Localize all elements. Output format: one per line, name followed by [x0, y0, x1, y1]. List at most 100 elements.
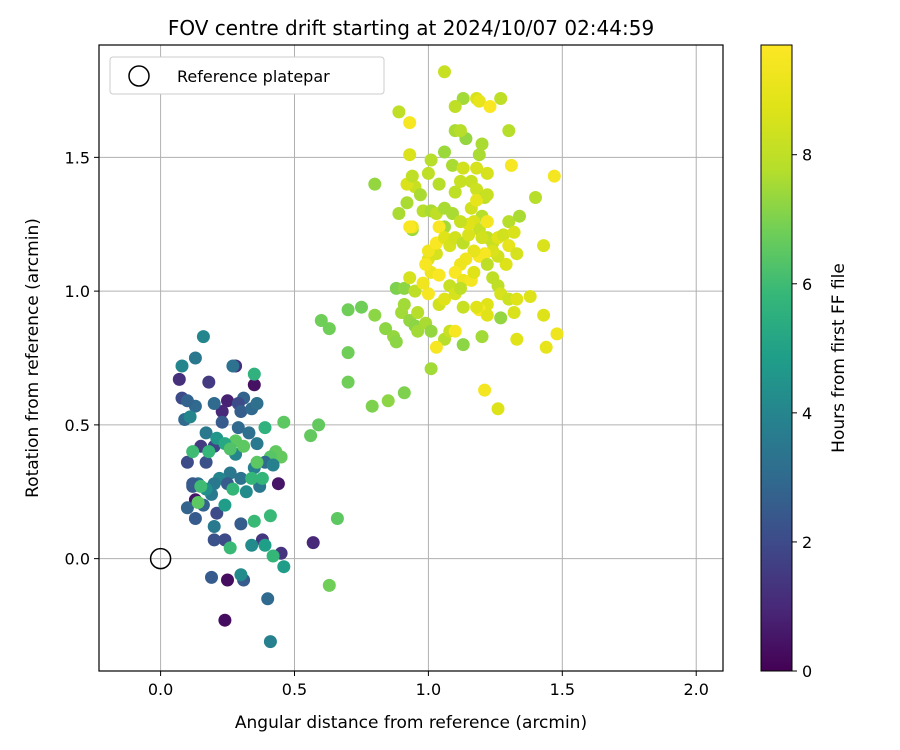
- data-point: [537, 308, 551, 322]
- data-point: [172, 372, 186, 386]
- data-point: [438, 292, 451, 306]
- data-point: [480, 166, 494, 180]
- data-point: [510, 332, 524, 346]
- data-point: [462, 228, 476, 242]
- x-tick-label: 1.5: [550, 680, 575, 699]
- y-axis-label: Rotation from reference (arcmin): [23, 218, 43, 498]
- data-point: [413, 188, 427, 202]
- data-point: [475, 231, 489, 245]
- data-point: [507, 225, 521, 239]
- data-point: [507, 306, 521, 319]
- data-point: [496, 228, 510, 242]
- data-point: [274, 450, 288, 464]
- colorbar-tick-label: 0: [802, 662, 812, 681]
- data-point: [218, 498, 232, 512]
- data-point: [237, 439, 251, 453]
- data-point: [365, 399, 379, 413]
- data-point: [277, 560, 291, 574]
- data-point: [234, 517, 248, 531]
- data-point: [263, 635, 277, 649]
- data-point: [242, 426, 256, 440]
- data-point: [322, 322, 336, 336]
- data-point: [355, 300, 368, 314]
- data-point: [424, 324, 438, 338]
- x-axis-ticks: 0.0 0.5 1.0 1.5 2.0: [148, 671, 709, 699]
- colorbar-ticks: 0 2 4 6 8: [792, 146, 812, 681]
- data-point: [411, 306, 425, 319]
- data-point: [223, 541, 237, 555]
- data-point: [186, 445, 200, 459]
- data-point: [202, 375, 216, 389]
- legend-marker: [128, 65, 150, 87]
- data-point: [550, 327, 564, 341]
- data-point: [379, 322, 393, 336]
- data-point: [499, 257, 513, 271]
- x-axis-label: Angular distance from reference (arcmin): [235, 713, 587, 733]
- data-point: [454, 174, 467, 188]
- data-point: [226, 359, 240, 373]
- y-tick-label: 0.0: [65, 550, 90, 569]
- data-point: [480, 188, 494, 202]
- data-point: [191, 496, 205, 509]
- data-point: [456, 92, 470, 105]
- data-point: [397, 281, 411, 295]
- data-point: [539, 340, 553, 354]
- colorbar-tick-label: 6: [802, 275, 812, 294]
- data-point: [322, 578, 336, 592]
- y-tick-label: 1.5: [65, 148, 90, 167]
- data-point: [400, 196, 414, 210]
- data-point: [472, 148, 486, 162]
- x-tick-label: 0.5: [282, 680, 307, 699]
- data-point: [188, 351, 202, 365]
- data-point: [513, 209, 526, 223]
- data-point: [480, 215, 494, 229]
- legend-box: [109, 56, 385, 95]
- data-point: [491, 402, 505, 416]
- data-point: [223, 466, 237, 480]
- data-point: [419, 257, 433, 271]
- data-point: [199, 455, 213, 469]
- data-point: [341, 346, 355, 360]
- data-point: [456, 161, 470, 175]
- data-point: [502, 239, 516, 253]
- data-point: [199, 426, 213, 440]
- data-point: [245, 538, 259, 552]
- data-point: [448, 100, 462, 113]
- data-points: [172, 65, 564, 649]
- data-point: [416, 276, 430, 290]
- data-point: [312, 418, 326, 432]
- data-point: [180, 501, 194, 515]
- data-point: [438, 65, 451, 79]
- data-point: [470, 300, 484, 314]
- colorbar-tick-label: 2: [802, 533, 812, 552]
- data-point: [247, 514, 261, 528]
- data-point: [405, 169, 419, 183]
- data-point: [255, 471, 269, 485]
- data-point: [411, 324, 425, 338]
- data-point: [221, 394, 234, 408]
- data-point: [180, 455, 194, 469]
- x-tick-label: 0.0: [148, 680, 173, 699]
- data-point: [467, 244, 481, 258]
- colorbar-tick-label: 8: [802, 146, 812, 165]
- data-point: [470, 193, 484, 207]
- chart-title: FOV centre drift starting at 2024/10/07 …: [168, 16, 654, 40]
- data-point: [234, 568, 248, 582]
- data-point: [478, 383, 492, 397]
- data-point: [467, 265, 481, 279]
- data-point: [529, 191, 542, 204]
- data-point: [523, 290, 537, 303]
- data-point: [448, 265, 462, 279]
- data-point: [234, 405, 248, 418]
- data-point: [258, 538, 272, 552]
- data-point: [207, 397, 221, 410]
- data-point: [547, 169, 561, 183]
- data-point: [446, 158, 459, 172]
- data-point: [456, 338, 470, 352]
- data-point: [210, 506, 224, 520]
- data-point: [368, 177, 382, 191]
- data-point: [247, 367, 261, 381]
- data-point: [231, 421, 245, 435]
- reference-platepar-marker: [149, 547, 172, 570]
- data-point: [194, 479, 208, 493]
